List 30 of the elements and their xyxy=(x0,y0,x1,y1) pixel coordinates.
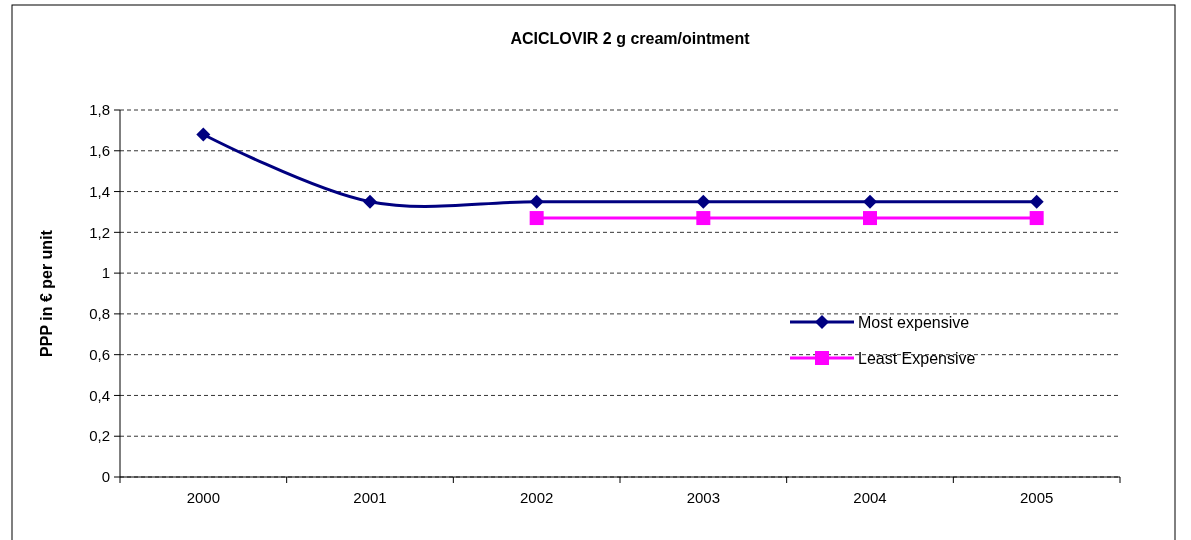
x-tick-label: 2004 xyxy=(853,489,887,506)
x-tick-label: 2002 xyxy=(519,489,554,506)
point xyxy=(529,194,544,209)
y-tick-label: 1,6 xyxy=(89,142,110,160)
point xyxy=(1029,211,1044,226)
y-tick-label: 1,4 xyxy=(89,182,110,200)
point xyxy=(696,211,711,226)
point xyxy=(363,194,377,209)
point xyxy=(529,211,544,226)
legend-label: Least Expensive xyxy=(858,349,976,367)
y-tick-label: 1,2 xyxy=(89,223,110,241)
x-tick-label: 2001 xyxy=(353,489,387,506)
point xyxy=(1029,194,1044,209)
y-tick-label: 0,2 xyxy=(89,427,110,445)
point xyxy=(863,211,877,226)
x-tick-label: 2000 xyxy=(186,489,221,506)
y-tick-label: 0,8 xyxy=(89,305,110,323)
y-tick-label: 0 xyxy=(101,468,110,486)
y-tick-label: 0,6 xyxy=(89,345,110,363)
x-tick-label: 2003 xyxy=(686,489,721,506)
chart-title: ACICLOVIR 2 g cream/ointment xyxy=(510,30,751,47)
legend-label: Most expensive xyxy=(858,313,970,331)
point xyxy=(696,194,711,209)
y-axis-title: PPP in € per unit xyxy=(38,229,55,357)
point xyxy=(863,194,877,209)
y-tick-label: 0,4 xyxy=(89,386,110,404)
y-tick-label: 1,8 xyxy=(89,101,110,119)
y-tick-label: 1 xyxy=(101,264,110,282)
x-tick-label: 2005 xyxy=(1019,489,1054,506)
point xyxy=(196,127,211,142)
